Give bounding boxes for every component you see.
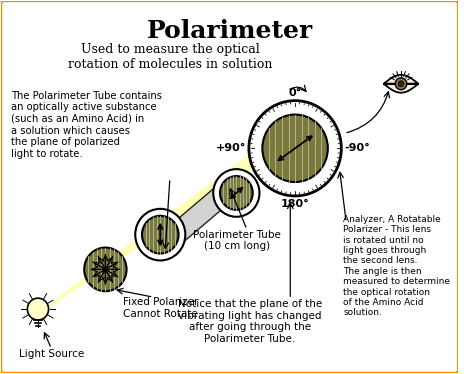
Text: Analyzer, A Rotatable
Polarizer - This lens
is rotated until no
light goes throu: Analyzer, A Rotatable Polarizer - This l… (343, 215, 450, 318)
Text: The Polarimeter Tube contains
an optically active substance
(such as an Amino Ac: The Polarimeter Tube contains an optical… (11, 91, 162, 159)
Circle shape (84, 248, 127, 291)
Text: Polarimeter: Polarimeter (146, 19, 313, 43)
Circle shape (220, 176, 253, 210)
Polygon shape (43, 140, 267, 312)
Text: 180°: 180° (281, 199, 310, 209)
Circle shape (135, 209, 185, 260)
Circle shape (213, 169, 259, 217)
Circle shape (142, 216, 179, 254)
Text: 0°: 0° (289, 88, 302, 98)
Text: Used to measure the optical
rotation of molecules in solution: Used to measure the optical rotation of … (68, 43, 272, 71)
Text: +90°: +90° (216, 143, 246, 153)
FancyBboxPatch shape (0, 0, 460, 374)
Text: Polarimeter Tube
(10 cm long): Polarimeter Tube (10 cm long) (193, 230, 281, 251)
Circle shape (262, 114, 328, 182)
Text: Fixed Polarizer
Cannot Rotate: Fixed Polarizer Cannot Rotate (123, 297, 198, 319)
Polygon shape (176, 179, 225, 249)
Text: Notice that the plane of the
vibrating light has changed
after going through the: Notice that the plane of the vibrating l… (178, 299, 322, 344)
Circle shape (398, 81, 404, 87)
Circle shape (27, 298, 48, 320)
Polygon shape (383, 75, 419, 93)
Text: -90°: -90° (344, 143, 370, 153)
Circle shape (249, 101, 341, 196)
Circle shape (395, 78, 407, 90)
Text: Light Source: Light Source (19, 349, 84, 359)
